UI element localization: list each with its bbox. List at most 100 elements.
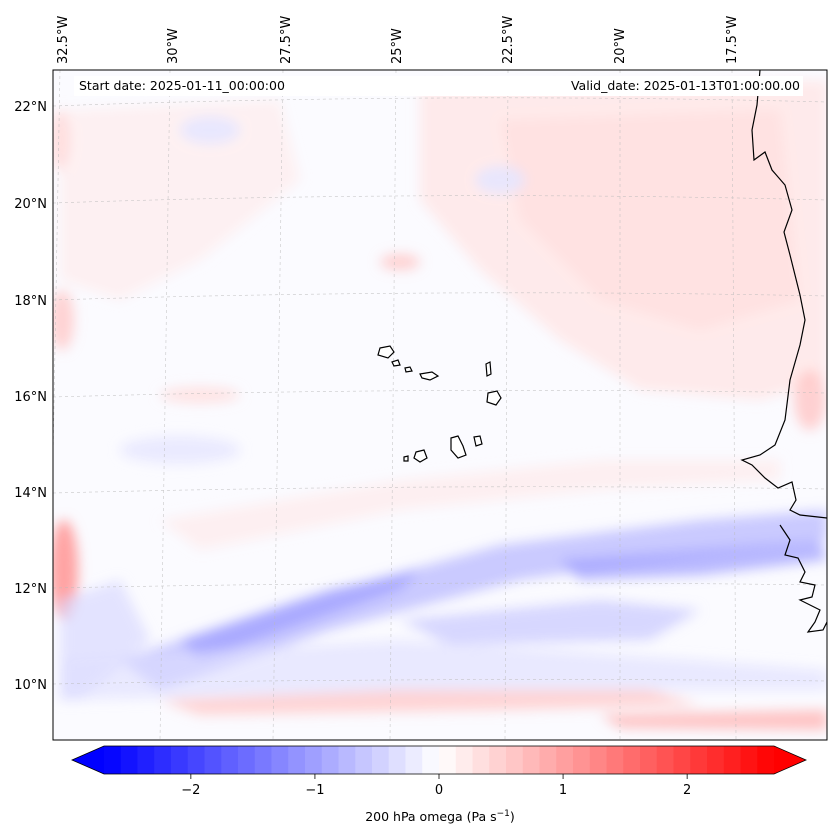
colorbar-label: 200 hPa omega (Pa s−1): [365, 809, 515, 824]
colorbar-cell: [690, 746, 708, 774]
colorbar-cell: [656, 746, 675, 774]
omega-pos-region: [794, 370, 826, 430]
map-frame: [52, 69, 828, 741]
island-santa-luzia: [404, 366, 413, 373]
colorbar-cell: [640, 746, 658, 774]
lon-tick-label: 17.5°W: [725, 16, 740, 64]
africa-coastline: [779, 524, 827, 633]
graticule-line: [159, 70, 171, 740]
colorbar-cell: [573, 746, 591, 774]
coastline: [377, 70, 827, 633]
colorbar-tick-label: −2: [181, 783, 200, 798]
colorbar-cell: [355, 746, 373, 774]
omega-pos-region: [53, 520, 78, 620]
graticule-line: [389, 70, 397, 740]
colorbar-outline: [71, 745, 807, 775]
colorbar-cell: [455, 746, 474, 774]
colorbar-cell: [439, 746, 457, 774]
colorbar-cell: [707, 746, 725, 774]
colorbar-cell: [673, 746, 691, 774]
graticule-line: [53, 292, 827, 301]
colorbar-cell: [405, 746, 423, 774]
colorbar-cell: [757, 746, 775, 774]
colorbar-cell: [556, 746, 574, 774]
island-sao-nicolau: [419, 371, 440, 381]
colorbar-cell: [388, 746, 407, 774]
omega-pos-region: [60, 100, 300, 300]
graticule-line: [272, 70, 284, 740]
colorbar-cell: [288, 746, 306, 774]
colorbar-label-exponent: −1: [497, 809, 510, 819]
graticule-line: [53, 679, 827, 685]
colorbar-cell: [204, 746, 222, 774]
colorbar-cell: [221, 746, 239, 774]
colorbar-cell: [472, 746, 490, 774]
latitude-tick-labels: 22°N 20°N 18°N 16°N 14°N 12°N 10°N: [14, 100, 47, 693]
omega-field: [53, 80, 827, 730]
omega-neg-region: [120, 436, 240, 464]
date-header-strip: [74, 76, 803, 96]
lat-tick-label: 16°N: [14, 390, 47, 405]
colorbar-ticks: −2 −1 0 1 2: [181, 774, 691, 798]
colorbar-cell: [372, 746, 390, 774]
island-sao-vicente: [391, 359, 401, 367]
colorbar-tick-label: 2: [683, 783, 691, 798]
valid-date-label: Valid_date: 2025-01-13T01:00:00.00: [571, 78, 800, 93]
omega-pos-region: [160, 387, 240, 403]
lat-tick-label: 10°N: [14, 678, 47, 693]
island-maio: [473, 435, 483, 447]
lon-tick-label: 27.5°W: [279, 16, 294, 64]
island-santo-antao: [377, 345, 395, 359]
colorbar-label-text: 200 hPa omega (Pa s: [365, 809, 496, 824]
colorbar-max-extend: [774, 746, 806, 774]
graticule-line: [53, 195, 827, 204]
colorbar-cell: [137, 746, 155, 774]
colorbar: −2 −1 0 1 2 200 hPa omega (Pa s−1): [71, 745, 807, 824]
omega-pos-region: [600, 710, 827, 730]
omega-neg-region: [60, 640, 827, 700]
graticule: [53, 70, 827, 740]
omega-pos-region: [53, 290, 74, 350]
colorbar-cell: [305, 746, 323, 774]
island-brava: [403, 455, 409, 462]
island-santiago: [450, 435, 467, 459]
colorbar-cell: [606, 746, 624, 774]
colorbar-cell: [187, 746, 206, 774]
start-date-label: Start date: 2025-01-11_00:00:00: [79, 78, 285, 93]
omega-neg-region: [400, 600, 700, 645]
lat-tick-label: 18°N: [14, 294, 47, 309]
omega-pos-region: [53, 110, 70, 170]
graticule-line: [53, 389, 827, 398]
colorbar-cell: [522, 746, 541, 774]
colorbar-cell: [723, 746, 742, 774]
omega-neg-region: [560, 540, 827, 580]
island-fogo: [413, 449, 428, 463]
colorbar-tick-label: −1: [305, 783, 324, 798]
africa-coastline: [740, 70, 827, 519]
colorbar-min-extend: [72, 746, 104, 774]
lat-tick-label: 20°N: [14, 197, 47, 212]
lat-tick-label: 22°N: [14, 100, 47, 115]
omega-pos-region: [160, 460, 780, 550]
colorbar-cell: [154, 746, 172, 774]
lat-tick-label: 12°N: [14, 582, 47, 597]
omega-neg-region: [180, 570, 420, 660]
island-boa-vista: [486, 390, 502, 406]
colorbar-cell: [506, 746, 524, 774]
colorbar-label-close: ): [510, 809, 515, 824]
lon-tick-label: 25°W: [390, 28, 405, 64]
lon-tick-label: 32.5°W: [56, 16, 71, 64]
colorbar-cell: [489, 746, 507, 774]
omega-neg-region: [180, 116, 240, 144]
omega-pos-region: [380, 254, 420, 270]
island-sal: [485, 361, 492, 377]
graticule-line: [504, 70, 509, 740]
lon-tick-label: 22.5°W: [501, 16, 516, 64]
colorbar-cell: [271, 746, 289, 774]
colorbar-cell: [120, 746, 139, 774]
lon-tick-label: 30°W: [166, 28, 181, 64]
omega-pos-region: [160, 690, 700, 715]
omega-pos-region: [500, 110, 800, 330]
lon-tick-label: 20°W: [613, 28, 628, 64]
